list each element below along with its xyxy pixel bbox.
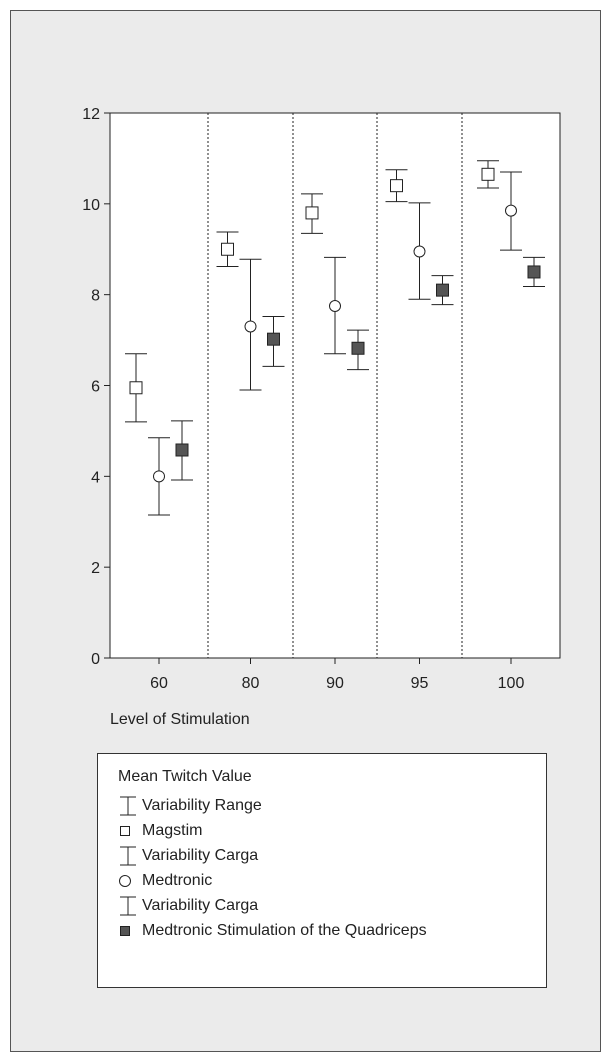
open-square-legend-icon <box>120 826 130 836</box>
legend-label: Magstim <box>142 822 203 839</box>
legend-label: Medtronic <box>142 872 213 889</box>
y-tick-label: 4 <box>91 469 100 486</box>
y-tick-label: 10 <box>82 197 100 214</box>
legend-item: Magstim <box>118 819 202 843</box>
magstim-point <box>129 381 143 395</box>
error-bar-legend-icon <box>120 846 136 866</box>
error-bar-legend-icon <box>120 796 136 816</box>
x-axis-title: Level of Stimulation <box>110 711 250 728</box>
legend: Mean Twitch Value Variability Range Magst… <box>97 753 547 988</box>
medtronic-point <box>244 320 257 333</box>
medtronic-point <box>505 204 517 217</box>
legend-label: Medtronic Stimulation of the Quadriceps <box>142 922 427 939</box>
x-tick-label: 80 <box>242 675 260 692</box>
y-tick-label: 0 <box>91 651 100 668</box>
legend-label: Variability Range <box>142 797 262 814</box>
quadriceps-point <box>175 443 189 457</box>
magstim-point <box>221 242 234 256</box>
legend-item: Variability Carga <box>118 844 258 868</box>
open-circle-legend-icon <box>119 875 131 887</box>
medtronic-point <box>153 470 165 483</box>
legend-item: Medtronic <box>118 869 212 893</box>
y-tick-label: 12 <box>82 106 100 123</box>
magstim-point <box>390 179 403 193</box>
legend-label: Variability Carga <box>142 897 259 914</box>
quadriceps-point <box>436 283 449 297</box>
x-axis: 60 80 90 95 100 <box>150 658 524 692</box>
medtronic-point <box>413 245 426 258</box>
y-axis: 0 2 4 6 8 10 12 <box>82 106 110 668</box>
y-tick-label: 8 <box>91 288 100 305</box>
category-separators <box>207 113 463 658</box>
data-marks <box>125 160 545 516</box>
medtronic-point <box>329 300 341 313</box>
quadriceps-point <box>267 332 280 346</box>
y-tick-label: 2 <box>91 560 100 577</box>
legend-item: Variability Carga <box>118 894 258 918</box>
legend-title: Mean Twitch Value <box>118 768 252 785</box>
magstim-point <box>481 167 495 181</box>
quadriceps-point <box>527 265 541 279</box>
x-tick-label: 95 <box>411 675 429 692</box>
magstim-point <box>305 206 319 220</box>
legend-item: Medtronic Stimulation of the Quadriceps <box>118 919 427 943</box>
x-tick-label: 60 <box>150 675 168 692</box>
plot-area <box>109 112 561 659</box>
x-tick-label: 90 <box>326 675 344 692</box>
filled-square-legend-icon <box>120 926 130 936</box>
error-bar-legend-icon <box>120 896 136 916</box>
legend-label: Variability Carga <box>142 847 259 864</box>
quadriceps-point <box>351 341 365 355</box>
legend-item: Variability Range <box>118 794 262 818</box>
x-tick-label: 100 <box>498 675 525 692</box>
y-tick-label: 6 <box>91 379 100 396</box>
